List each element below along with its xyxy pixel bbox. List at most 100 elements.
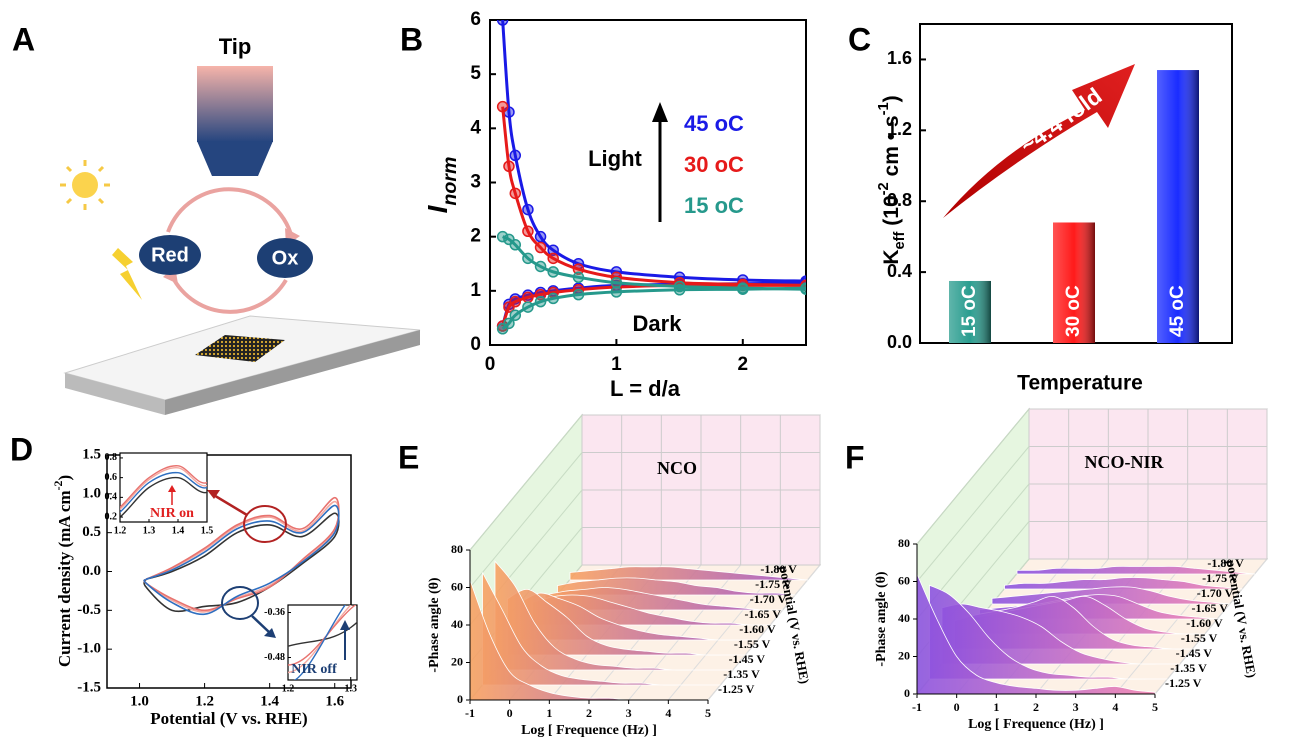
tip-end xyxy=(197,141,273,176)
axis-label: Keff (10-2 cm • s-1) xyxy=(876,95,908,264)
legend-entry: 30 oC xyxy=(684,152,744,177)
x-tick-label: 0 xyxy=(954,700,960,714)
data-point xyxy=(737,283,749,295)
grid-line xyxy=(667,564,781,701)
y-axis-label: -Phase angle (θ) xyxy=(874,571,889,667)
y-tick-label: 0.4 xyxy=(887,261,912,281)
x-tick-label: 1 xyxy=(993,700,999,714)
grid-line xyxy=(628,564,742,701)
x-tick-label: 1.4 xyxy=(260,693,279,709)
data-point xyxy=(496,230,509,243)
x-tick-label: 1.3 xyxy=(344,683,357,694)
axis-label-part: cm • s xyxy=(880,115,903,182)
axis-label: Current density (mA cm-2) xyxy=(51,475,74,667)
grid-line xyxy=(469,414,583,551)
data-point xyxy=(522,252,534,265)
series-label: -1.25 V xyxy=(718,682,755,696)
lightning xyxy=(112,248,142,300)
series-label: -1.25 V xyxy=(1165,676,1202,690)
y-tick-label: 60 xyxy=(898,573,910,587)
annotation: ~4.4 fold xyxy=(1015,82,1106,158)
y-tick-label: 0 xyxy=(904,686,910,700)
pointer-head xyxy=(207,490,220,499)
fit-line xyxy=(501,283,806,327)
y-tick-label: 3 xyxy=(470,172,481,193)
series-label: -1.65 V xyxy=(745,607,782,621)
y-tick-label: 80 xyxy=(451,542,463,556)
x-axis-label: L = d/a xyxy=(610,376,681,401)
series-label: -1.45 V xyxy=(1176,646,1213,660)
y-tick-label: -1.0 xyxy=(77,641,101,657)
x-tick-label: 1 xyxy=(611,354,622,375)
data-point xyxy=(572,271,585,284)
y-tick-label: 60 xyxy=(451,579,463,593)
axis-label-part: eff xyxy=(892,231,908,249)
x-axis-label: Potential (V vs. RHE) xyxy=(150,709,307,728)
y-tick-label: 0.2 xyxy=(105,511,118,522)
data-point xyxy=(572,263,585,275)
dark-label: Dark xyxy=(633,311,683,336)
data-point xyxy=(509,149,522,162)
data-point xyxy=(610,276,623,289)
red-node xyxy=(139,235,201,275)
y-tick-label: 6 xyxy=(470,9,481,30)
inset-annotation: NIR off xyxy=(291,662,337,677)
cycle-arrow xyxy=(166,187,294,239)
data-point xyxy=(534,241,547,254)
y-tick-label: 1 xyxy=(470,280,481,301)
data-point xyxy=(800,282,806,294)
fit-line xyxy=(501,106,806,287)
x-axis-label: Log [ Frequence (Hz) ] xyxy=(521,723,657,738)
axis-label-part: ) xyxy=(55,475,74,481)
bar-shade xyxy=(1157,70,1199,344)
x-tick-label: -1 xyxy=(465,706,475,720)
legend-entry: 45 oC xyxy=(684,111,744,136)
data-point xyxy=(547,244,559,256)
x-tick-label: 1.3 xyxy=(143,525,156,536)
axis-label: Inorm xyxy=(422,157,461,214)
sun xyxy=(60,160,110,210)
y-tick-label: 40 xyxy=(451,617,463,631)
data-point xyxy=(509,239,522,251)
data-point xyxy=(610,286,623,298)
light-label: Light xyxy=(588,146,642,171)
y-tick-label: 0 xyxy=(470,334,481,355)
highlight xyxy=(243,505,287,543)
y-tick-label: 1.0 xyxy=(82,485,101,501)
y-tick-label: 20 xyxy=(898,648,910,662)
bar-shade xyxy=(1053,222,1095,343)
panel-label: D xyxy=(10,431,33,467)
bar-shade xyxy=(949,280,991,343)
inset-annotation: NIR on xyxy=(150,506,194,521)
y-tick-label: 1.6 xyxy=(887,48,912,68)
x-tick-label: 5 xyxy=(705,706,711,720)
substrate-side xyxy=(165,330,420,415)
series-label: -1.70 V xyxy=(750,592,787,606)
ox-node xyxy=(257,238,313,278)
substrate-side xyxy=(65,373,165,415)
spectrum xyxy=(941,603,1180,665)
series-label: -1.75 V xyxy=(755,577,792,591)
data-point xyxy=(522,203,534,216)
axis-label-part: K xyxy=(880,249,903,264)
axis-label-part: norm xyxy=(439,157,461,206)
x-tick-label: 0 xyxy=(507,706,513,720)
ox-label: Ox xyxy=(272,247,299,269)
spectrum xyxy=(929,584,1168,680)
bar-label: 45 oC xyxy=(1167,285,1188,337)
y-tick-label: 20 xyxy=(451,654,463,668)
data-point xyxy=(534,295,547,308)
cv-curve xyxy=(120,465,207,522)
x-tick-label: 1.2 xyxy=(195,693,214,709)
y-tick-label: 0.4 xyxy=(105,492,118,503)
x-tick-label: 1.2 xyxy=(282,683,295,694)
series-label: -1.80 V xyxy=(1207,556,1244,570)
spectrum xyxy=(916,573,1156,695)
series-label: -1.45 V xyxy=(729,652,766,666)
data-point xyxy=(547,252,559,265)
tip-label: Tip xyxy=(219,34,252,59)
cv-curve xyxy=(120,471,207,514)
panel-label: E xyxy=(398,439,419,475)
x-tick-label: -1 xyxy=(912,700,922,714)
annot-arrow-head xyxy=(340,620,350,630)
